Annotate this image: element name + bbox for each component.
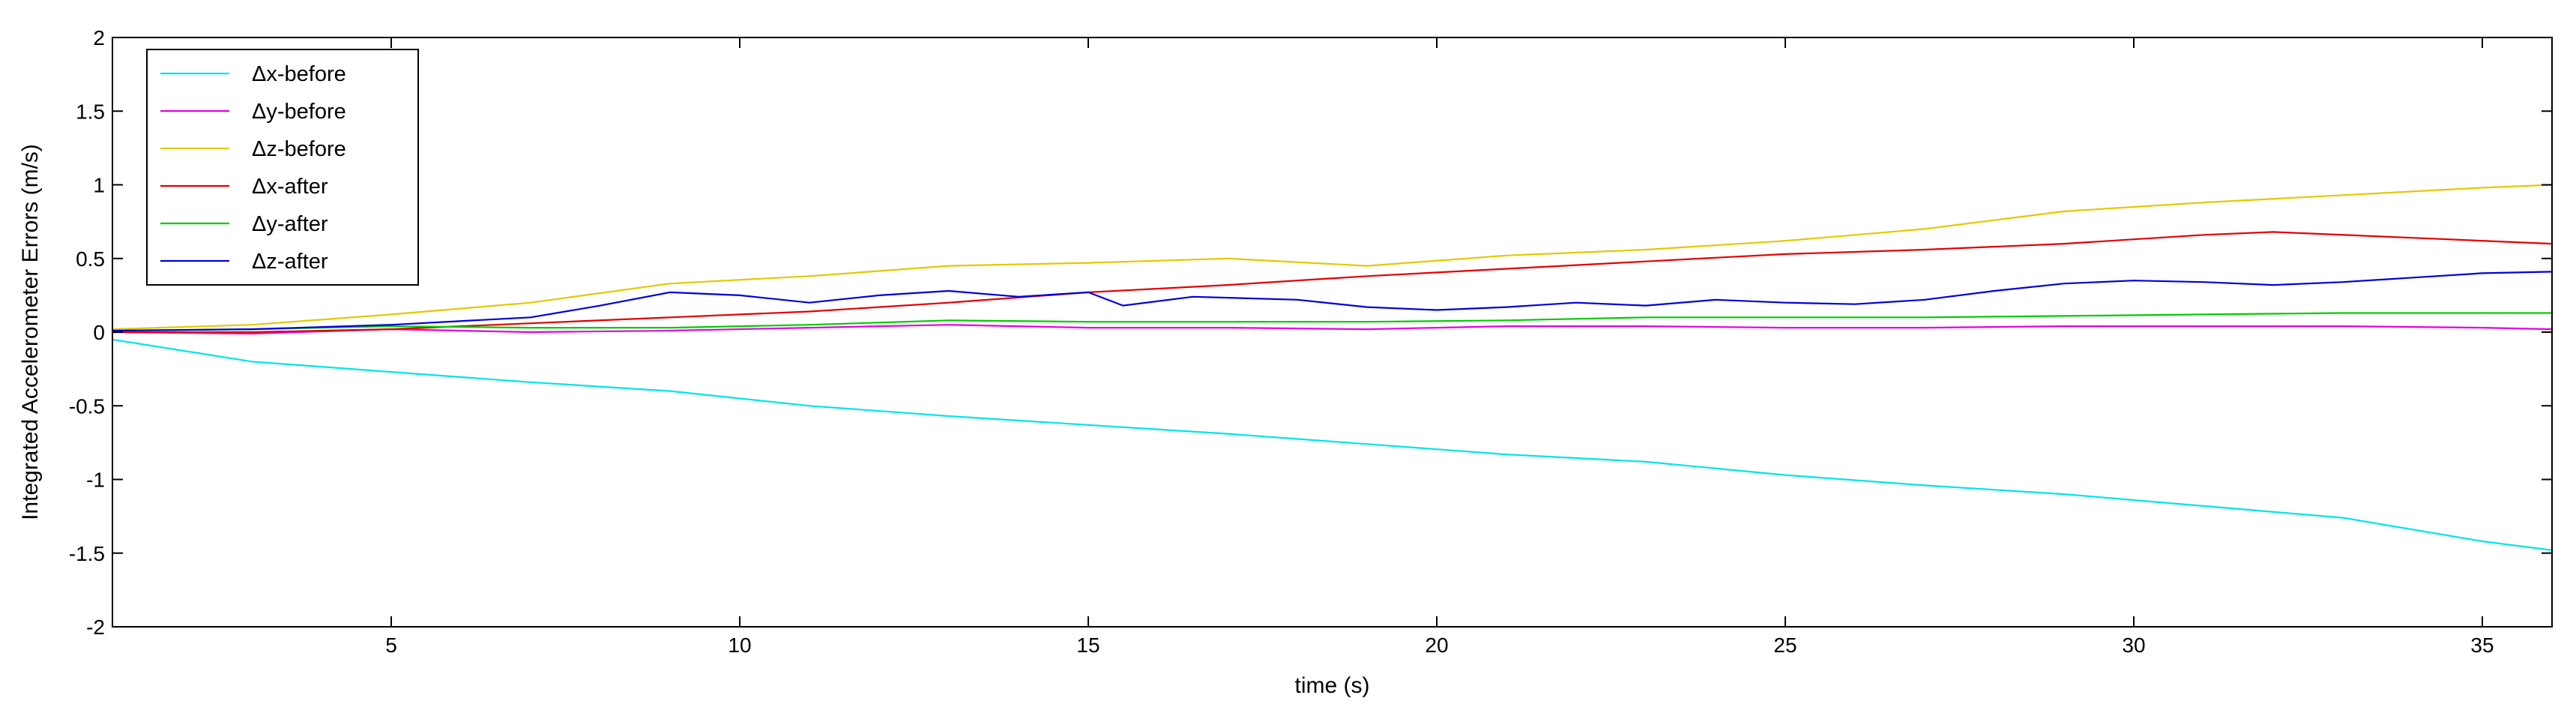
y-tick-label: 1.5	[76, 100, 105, 123]
y-tick-label: -0.5	[69, 394, 105, 418]
legend-label-5: Δz-after	[252, 250, 328, 274]
y-tick-label: -1	[86, 469, 105, 492]
y-tick-label: 1	[93, 174, 105, 197]
x-tick-label: 30	[2122, 634, 2145, 657]
x-tick-label: 10	[728, 634, 751, 657]
legend-label-3: Δx-after	[252, 175, 328, 199]
legend-box	[146, 49, 419, 286]
x-tick-label: 5	[385, 634, 397, 657]
y-tick-label: 2	[93, 26, 105, 49]
legend-label-1: Δy-before	[252, 100, 346, 124]
y-tick-label: 0.5	[76, 247, 105, 271]
series-line-4	[112, 312, 2552, 332]
y-axis-label: Integrated Accelerometer Errors (m/s)	[18, 144, 43, 520]
series-line-2	[112, 184, 2553, 331]
legend-label-4: Δy-after	[252, 212, 328, 236]
legend-label-2: Δz-before	[252, 137, 346, 161]
legend-label-0: Δx-before	[252, 62, 346, 86]
y-tick-label: 0	[93, 321, 105, 344]
y-tick-label: -2	[86, 616, 105, 639]
series-line-3	[112, 231, 2553, 334]
x-tick-label: 20	[1425, 634, 1448, 657]
series-line-1	[112, 324, 2553, 335]
x-tick-label: 35	[2470, 634, 2494, 657]
series-line-0	[112, 338, 2553, 551]
legend: Δx-before Δy-before Δz-before Δx-after Δy-af…	[146, 49, 419, 286]
x-axis-label: time (s)	[1295, 673, 1370, 698]
x-tick-label: 25	[1773, 634, 1797, 657]
series-line-5	[112, 271, 2553, 332]
x-tick-label: 15	[1076, 634, 1100, 657]
y-tick-label: -1.5	[69, 542, 105, 565]
